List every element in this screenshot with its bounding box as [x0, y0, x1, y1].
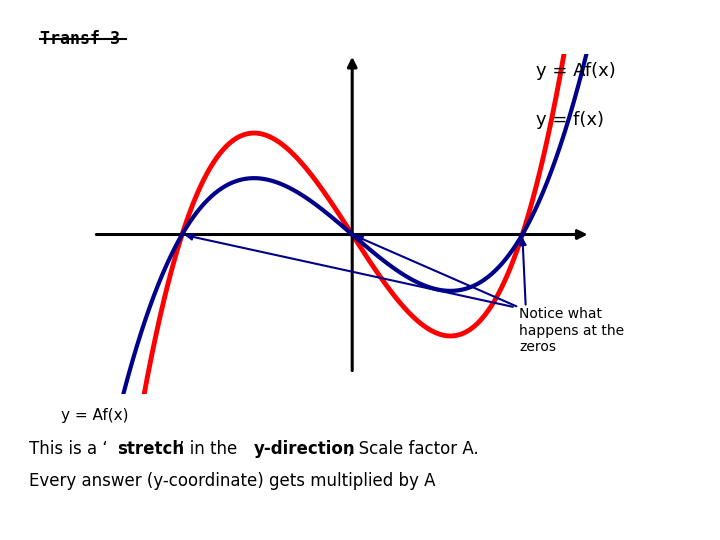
Text: y = Af(x): y = Af(x) — [61, 408, 129, 423]
Text: y = Af(x): y = Af(x) — [536, 62, 616, 80]
Text: y-direction: y-direction — [253, 440, 355, 458]
Text: This is a ‘: This is a ‘ — [29, 440, 107, 458]
Text: ’ in the: ’ in the — [179, 440, 242, 458]
Text: Notice what
happens at the
zeros: Notice what happens at the zeros — [519, 307, 624, 354]
Text: Every answer (y-coordinate) gets multiplied by A: Every answer (y-coordinate) gets multipl… — [29, 472, 436, 490]
Text: y = f(x): y = f(x) — [536, 111, 604, 129]
Text: , Scale factor A.: , Scale factor A. — [348, 440, 479, 458]
Text: stretch: stretch — [117, 440, 184, 458]
Text: Transf 3: Transf 3 — [40, 30, 120, 48]
